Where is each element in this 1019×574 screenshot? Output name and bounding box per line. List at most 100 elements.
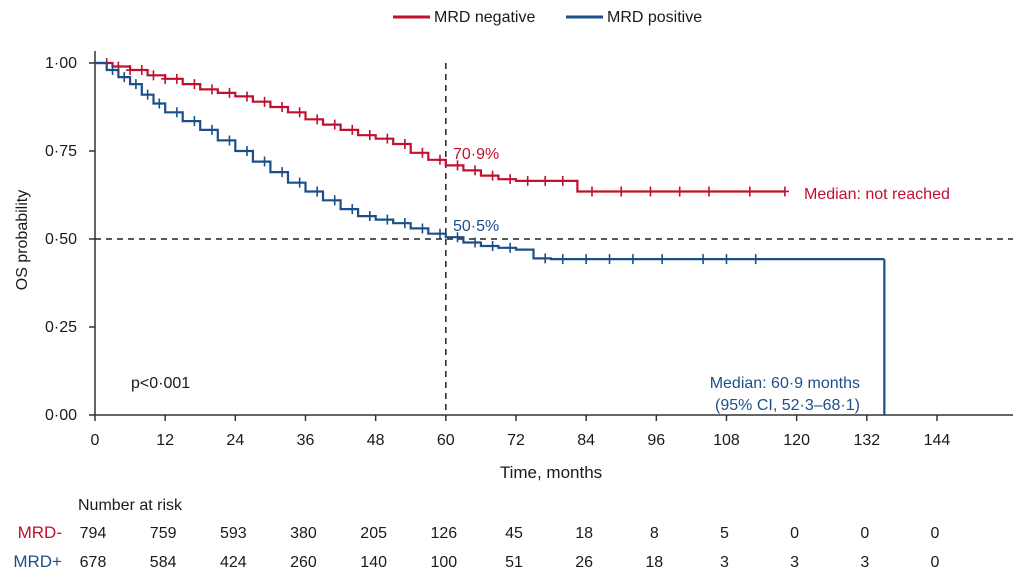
censor-mark-mrd-negative [172,73,181,84]
mrd-negative-60-month-value: 70·9% [453,146,499,163]
x-tick-label: 72 [507,432,525,449]
censor-mark-mrd-positive [260,156,269,167]
risk-value: 380 [290,525,317,542]
mrd-positive-60-month-value: 50·5% [453,218,499,235]
mrd-negative-median-label: Median: not reached [804,186,950,203]
censor-mark-mrd-negative [149,70,158,81]
censor-mark-mrd-positive [155,98,164,109]
censor-mark-mrd-positive [278,167,287,178]
y-tick-label: 0·75 [45,143,77,160]
censor-mark-mrd-negative [295,107,304,118]
risk-value: 3 [860,554,869,571]
risk-value: 759 [150,525,177,542]
censor-mark-mrd-positive [699,254,708,265]
censor-mark-mrd-negative [225,87,234,98]
censor-mark-mrd-positive [131,79,140,90]
censor-mark-mrd-negative [506,174,515,185]
censor-mark-mrd-negative [348,124,357,135]
censor-mark-mrd-negative [278,102,287,112]
risk-value: 8 [650,525,659,542]
risk-value: 584 [150,554,177,571]
risk-value: 593 [220,525,247,542]
risk-value: 678 [80,554,107,571]
risk-row-label: MRD- [18,523,62,542]
x-tick-label: 12 [156,432,174,449]
censor-mark-mrd-positive [751,254,760,265]
censor-mark-mrd-positive [722,254,731,265]
censor-mark-mrd-positive [190,116,199,127]
censor-mark-mrd-negative [617,186,626,197]
censor-mark-mrd-negative [418,147,427,158]
censor-mark-mrd-negative [400,138,409,149]
censor-mark-mrd-positive [418,223,427,234]
censor-mark-mrd-negative [541,175,550,186]
censor-mark-mrd-positive [658,254,667,265]
axes: 0·00 0·25 0·50 0·75 1·00 0 12 24 36 48 60 72 84 96 108… [45,51,1013,449]
mrd-positive-median-label-line2: (95% CI, 52·3–68·1) [715,397,860,414]
x-tick-label: 144 [924,432,951,449]
x-tick-label: 84 [577,432,595,449]
censor-mark-mrd-positive [558,254,567,265]
censor-mark-mrd-negative [383,133,392,144]
y-tick-label: 0·50 [45,231,77,248]
x-axis-label: Time, months [500,463,602,482]
risk-value: 18 [645,554,663,571]
censor-mark-mrd-negative [330,119,339,130]
censor-mark-mrd-negative [745,186,754,197]
censor-mark-mrd-negative [190,79,199,90]
risk-value: 100 [430,554,457,571]
y-tick-label: 0·25 [45,319,77,336]
risk-table-title: Number at risk [78,497,183,514]
risk-value: 3 [790,554,799,571]
risk-value: 0 [860,525,869,542]
censor-mark-mrd-negative [365,130,374,141]
censor-mark-mrd-negative [207,84,216,95]
censor-mark-mrd-negative [435,154,444,165]
y-axis-label: OS probability [14,190,31,291]
risk-value: 205 [360,525,387,542]
censor-mark-mrd-negative [780,186,789,197]
censor-mark-mrd-positive [605,254,614,265]
censor-mark-mrd-positive [172,107,181,118]
mrd-positive-median-label-line1: Median: 60·9 months [710,375,860,392]
censor-mark-mrd-positive [108,65,117,76]
censor-mark-mrd-negative [471,165,480,176]
censor-mark-mrd-positive [506,242,515,253]
risk-value: 140 [360,554,387,571]
censor-mark-mrd-negative [453,160,462,171]
censor-mark-mrd-positive [582,254,591,265]
censor-mark-mrd-negative [558,175,567,186]
risk-table: Number at risk MRD- 794 759 593 380 205 126 45 1… [13,497,939,571]
censor-mark-mrd-positive [243,146,252,156]
y-tick-label: 0·00 [45,407,77,424]
legend: MRD negative MRD positive [393,9,702,26]
censor-mark-mrd-negative [675,186,684,197]
censor-mark-mrd-negative [243,91,252,102]
risk-value: 5 [720,525,729,542]
censor-mark-mrd-positive [383,214,392,225]
legend-label-mrd-negative: MRD negative [434,9,535,26]
censor-mark-mrd-positive [207,124,216,135]
censor-mark-mrd-positive [225,135,234,146]
censor-mark-mrd-positive [400,218,409,229]
censor-mark-mrd-negative [313,114,322,125]
reference-lines [95,63,1013,415]
survival-curves [95,58,886,415]
x-tick-label: 24 [226,432,244,449]
censor-mark-mrd-positive [365,211,374,222]
x-tick-label: 108 [713,432,740,449]
x-tick-label: 0 [91,432,100,449]
risk-value: 794 [80,525,107,542]
x-tick-label: 132 [853,432,880,449]
censor-mark-mrd-positive [348,204,357,215]
censor-mark-mrd-negative [646,186,655,197]
censor-mark-mrd-negative [137,65,146,76]
risk-row-label: MRD+ [13,552,62,571]
censor-mark-mrd-positive [541,253,550,264]
risk-value: 18 [575,525,593,542]
curve-mrd-negative [95,61,785,193]
censor-mark-mrd-positive [628,254,637,265]
risk-value: 26 [575,554,593,571]
censor-mark-mrd-positive [435,228,444,239]
